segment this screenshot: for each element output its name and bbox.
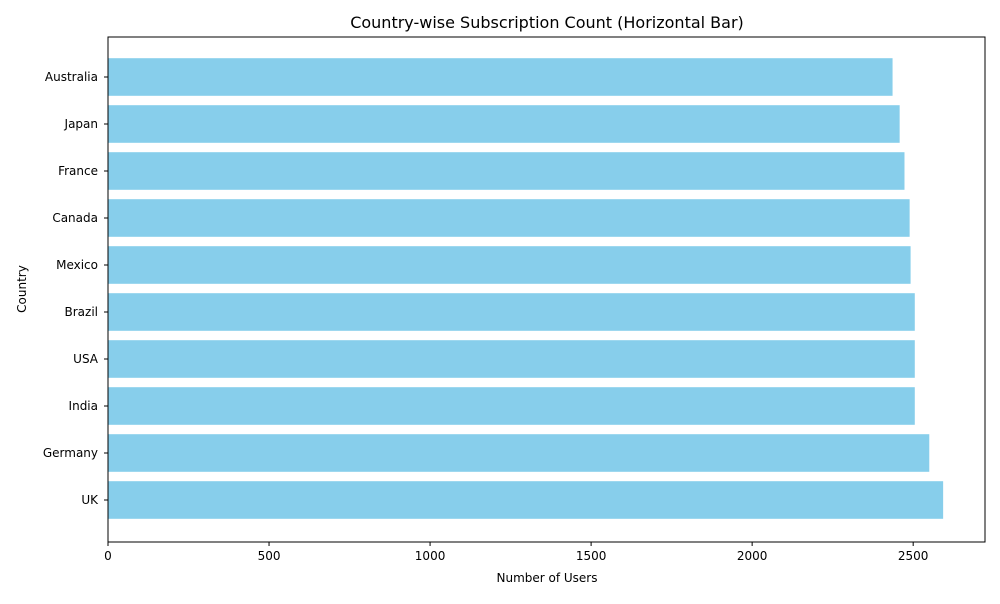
bars-group bbox=[108, 58, 944, 519]
bar-france bbox=[108, 152, 905, 190]
bar-germany bbox=[108, 434, 930, 472]
x-tick-label: 2500 bbox=[898, 549, 929, 563]
bar-india bbox=[108, 387, 915, 425]
y-tick-label: Mexico bbox=[56, 258, 98, 272]
x-tick-label: 2000 bbox=[737, 549, 768, 563]
bar-brazil bbox=[108, 293, 915, 331]
y-ticks-group: UK Germany India USA Brazil Mexico Canada Franc… bbox=[43, 70, 108, 507]
chart-title: Country-wise Subscription Count (Horizon… bbox=[350, 13, 744, 32]
y-tick-label: India bbox=[69, 399, 98, 413]
bar-japan bbox=[108, 105, 900, 143]
y-tick-label: Japan bbox=[64, 117, 98, 131]
bar-canada bbox=[108, 199, 910, 237]
bar-usa bbox=[108, 340, 915, 378]
y-tick-label: Australia bbox=[45, 70, 98, 84]
y-tick-label: USA bbox=[73, 352, 99, 366]
bar-australia bbox=[108, 58, 893, 96]
x-axis-label: Number of Users bbox=[496, 571, 597, 585]
x-tick-label: 1500 bbox=[576, 549, 607, 563]
y-tick-label: Germany bbox=[43, 446, 98, 460]
y-tick-label: Canada bbox=[52, 211, 98, 225]
x-tick-label: 0 bbox=[104, 549, 112, 563]
y-axis-label: Country bbox=[15, 265, 29, 313]
y-tick-label: France bbox=[58, 164, 98, 178]
bar-mexico bbox=[108, 246, 911, 284]
x-tick-label: 1000 bbox=[415, 549, 446, 563]
y-tick-label: Brazil bbox=[65, 305, 99, 319]
y-tick-label: UK bbox=[81, 493, 99, 507]
plot-frame bbox=[107, 36, 986, 543]
x-ticks-group: 0 500 1000 1500 2000 2500 bbox=[104, 542, 928, 563]
bar-uk bbox=[108, 481, 944, 519]
x-tick-label: 500 bbox=[258, 549, 281, 563]
